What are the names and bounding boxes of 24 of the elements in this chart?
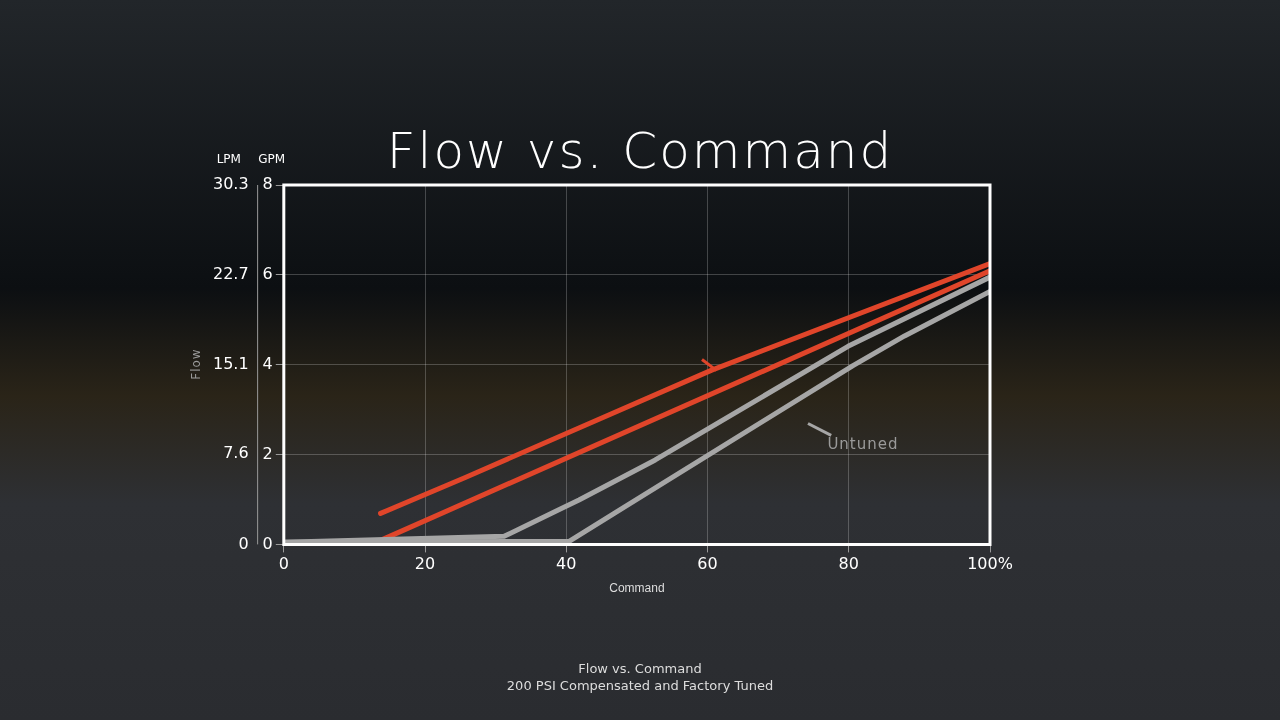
y2-tick-label: 15.1 (213, 354, 249, 374)
text: Flow vs. Command (578, 661, 702, 676)
y2-tick-label: 30.3 (213, 174, 249, 194)
y-tick-label: 6 (262, 264, 273, 284)
annotation: Untuned (827, 434, 899, 453)
y-tick-label: 0 (262, 533, 273, 553)
y-tick-label: 2 (262, 443, 273, 463)
x-tick-label: 0 (278, 554, 289, 574)
y2-tick-label: 22.7 (213, 264, 249, 284)
y2-axis-title: LPM (216, 152, 241, 166)
x-tick-label: 40 (556, 554, 577, 574)
text: Flow (188, 347, 203, 380)
x-tick-label: 80 (838, 554, 859, 574)
x-axis-title: Command (609, 581, 665, 596)
x-tick-label: 20 (414, 554, 436, 574)
y-tick-label: 4 (262, 353, 273, 373)
chart-title: Flow vs. Command (386, 122, 894, 180)
y-tick-label: 8 (262, 174, 273, 194)
y-axis-title: GPM (258, 152, 286, 166)
y2-tick-label: 0 (238, 533, 249, 553)
x-tick-label: 100% (967, 554, 1013, 574)
y2-tick-label: 7.6 (223, 443, 249, 463)
x-tick-label: 60 (697, 554, 718, 574)
text: 200 PSI Compensated and Factory Tuned (506, 678, 774, 693)
